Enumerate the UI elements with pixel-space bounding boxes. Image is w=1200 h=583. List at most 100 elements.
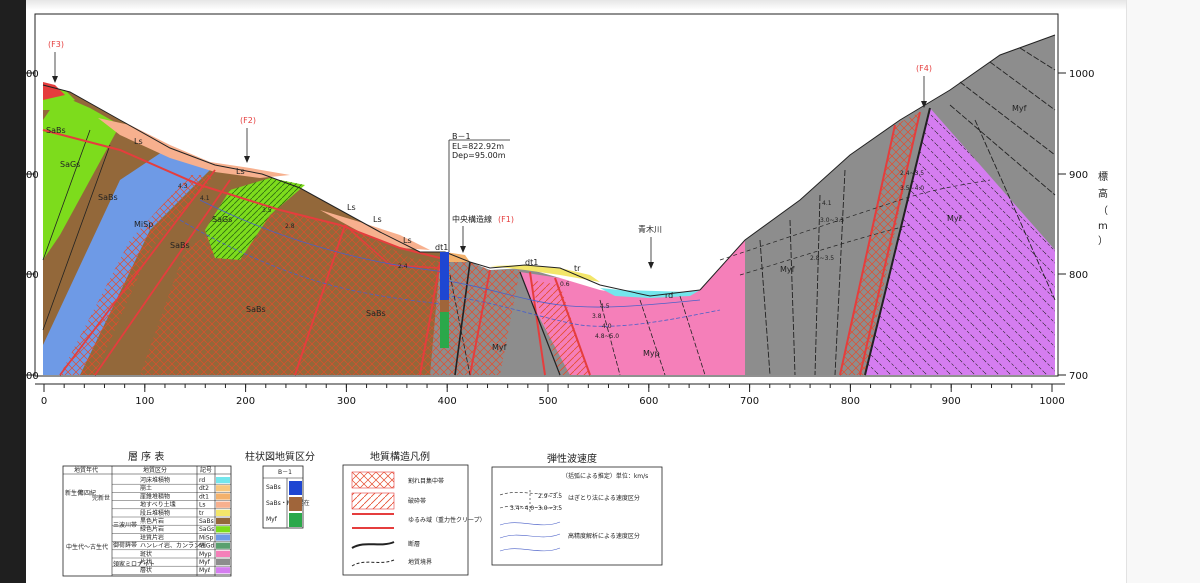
struct-title: 地質構造凡例 (370, 450, 430, 463)
fault-f2-label: (F2) (240, 116, 256, 125)
label-ls-2: Ls (236, 167, 245, 176)
y-label-4: ） (1098, 235, 1108, 247)
svg-text:2.8: 2.8 (285, 223, 295, 230)
strat-row-swatch (216, 542, 230, 549)
svg-text:B－1: B－1 (278, 469, 292, 476)
svg-text:御荷鉾帯: 御荷鉾帯 (113, 541, 137, 549)
xtick-label: 1000 (1039, 396, 1064, 407)
svg-text:記号: 記号 (200, 466, 212, 474)
svg-text:破砕帯: 破砕帯 (408, 497, 426, 505)
strat-row-swatch (216, 526, 230, 533)
strat-row-code: dt1 (199, 493, 209, 500)
borehole-depth: Dep=95.00m (452, 151, 506, 160)
label-ls-3: Ls (347, 203, 356, 212)
column-row-name: Myf (266, 516, 278, 523)
svg-text:地質年代: 地質年代 (74, 466, 98, 474)
label-dt1-2: dt1 (525, 258, 538, 267)
borehole-mixed (440, 300, 449, 312)
sags-unit-1 (43, 95, 120, 260)
label-sabs-4: SaBs (246, 305, 266, 314)
label-sags-1: SaGs (60, 160, 80, 169)
strat-row-swatch (216, 509, 230, 516)
svg-text:ゆるみ域（重力性クリープ）: ゆるみ域（重力性クリープ） (408, 516, 486, 524)
borehole-b1: B－1 EL=822.92m Dep=95.00m (440, 132, 510, 348)
fault-markers: (F3) (F2) 中央構造線 (F1) 青木川 (F4) (48, 40, 932, 269)
svg-text:（括弧による推定）単位：km/s: （括弧による推定）単位：km/s (562, 472, 648, 480)
xtick-label: 0 (41, 396, 47, 407)
strat-row-code: Ls (199, 502, 205, 509)
sags-hatch (205, 178, 305, 260)
y-label-1: 高 (1098, 187, 1108, 200)
strat-row-name: 地すべり土塊 (140, 501, 176, 509)
strat-row-swatch (216, 477, 230, 484)
borehole-sabs (440, 252, 449, 300)
column-row-name: SaBs (266, 484, 281, 491)
legend-stratigraphy: 層 序 表 地質年代 地質区分 記号 新生代 第四紀 完新世 中生代～古生代 三… (62, 450, 232, 577)
svg-text:完新世: 完新世 (92, 494, 110, 502)
strat-row-code: SaGs (199, 526, 214, 533)
borehole-myf (440, 312, 449, 348)
label-sabs-1: SaBs (46, 126, 66, 135)
legend-velocity: 弾性波速度 （括弧による推定）単位：km/s 2.9~3.5 3.4~4.0 3… (491, 452, 663, 566)
ytick-700: 700 (1069, 371, 1088, 382)
fault-f1-label: (F1) (498, 215, 514, 224)
central-line-label: 中央構造線 (452, 214, 492, 224)
f1-crush-zone (430, 262, 520, 375)
xtick-label: 600 (639, 396, 658, 407)
right-slope (699, 34, 1056, 376)
myl-dash (865, 108, 1055, 375)
ytick-left-2: 00 (26, 170, 39, 181)
svg-text:4.3: 4.3 (178, 183, 188, 190)
ls-deposit-2 (320, 210, 430, 250)
strat-row-name: 崖錐堆積物 (140, 492, 170, 500)
column-row-swatch (289, 513, 302, 527)
ytick-left-3: 00 (26, 270, 39, 281)
column-row-swatch (289, 497, 302, 511)
strat-row-code: Myℓ (199, 567, 210, 574)
strat-row-code: Myp (199, 551, 212, 558)
label-dt1-1: dt1 (435, 243, 448, 252)
myp-hatch (530, 280, 590, 375)
svg-text:3.5~4.0: 3.5~4.0 (900, 185, 924, 192)
ytick-900: 900 (1069, 170, 1088, 181)
vel-title: 弾性波速度 (547, 452, 597, 465)
strat-row-name: 段丘堆積物 (140, 509, 170, 517)
xtick-label: 400 (438, 396, 457, 407)
label-sabs-5: SaBs (366, 309, 386, 318)
strat-row-swatch (216, 485, 230, 492)
strat-row-swatch (216, 493, 230, 500)
svg-text:2.9~3.5: 2.9~3.5 (538, 493, 562, 500)
borehole-name: B－1 (452, 132, 471, 141)
unit-labels: SaBs SaGs SaBs MiSp SaBs SaGs SaBs SaBs … (46, 104, 1027, 358)
svg-text:断層: 断層 (408, 540, 420, 548)
svg-text:高精度解析による速度区分: 高精度解析による速度区分 (568, 532, 640, 540)
svg-text:はぎとり法による速度区分: はぎとり法による速度区分 (568, 494, 640, 502)
label-myf-1: Myf (492, 343, 507, 352)
velocity-values: 4.3 4.1 3.5 2.8 2.4 0.6 4.5 3.8 4.0 2.8~… (178, 170, 924, 340)
svg-text:2.4~3.5: 2.4~3.5 (900, 170, 924, 177)
label-tr: tr (574, 264, 581, 273)
ytick-1000: 1000 (1069, 69, 1094, 80)
svg-text:新生代: 新生代 (65, 489, 83, 497)
label-myf-2: Myf (780, 265, 795, 274)
strat-row-name: 層状 (140, 566, 152, 574)
strat-row-name: 斑状 (140, 550, 152, 558)
strat-row-code: MiSp (199, 534, 214, 541)
svg-text:3.5: 3.5 (262, 207, 272, 214)
xtick-label: 500 (538, 396, 557, 407)
strat-row-name: 崩土 (140, 484, 152, 492)
label-rd: rd (665, 291, 673, 300)
xtick-label: 100 (135, 396, 154, 407)
left-window-strip (0, 0, 26, 583)
strat-row-swatch (216, 559, 230, 566)
y-label-2: （ (1098, 205, 1108, 217)
strat-row-swatch (216, 567, 230, 574)
strat-row-code: tr (199, 510, 204, 517)
top-edge (26, 0, 1126, 10)
strat-row-name: 片状 (140, 558, 152, 566)
svg-text:3.8: 3.8 (592, 313, 602, 320)
strat-row-swatch (216, 501, 230, 508)
strat-row-swatch (216, 518, 230, 525)
svg-text:4.8~5.0: 4.8~5.0 (595, 333, 619, 340)
column-row-name: SaBs・Myf混在 (266, 499, 310, 507)
